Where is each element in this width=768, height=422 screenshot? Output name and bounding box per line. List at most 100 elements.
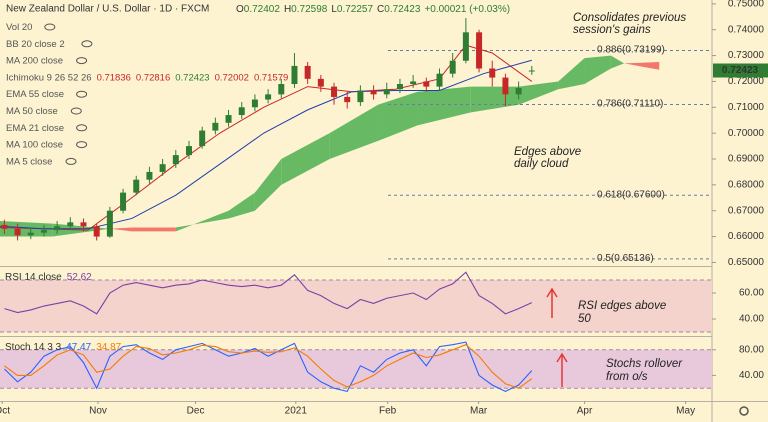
- candle-body: [185, 146, 192, 156]
- candle-body: [159, 164, 166, 172]
- indicator-name: EMA 55 close: [6, 89, 64, 100]
- x-tick-label: Apr: [577, 406, 593, 417]
- candle-body: [251, 99, 258, 108]
- candle-body: [67, 222, 74, 227]
- annotation: Stochs rollover: [606, 358, 683, 370]
- ohlc-letter: C: [377, 4, 384, 15]
- cloud-segment: [281, 133, 330, 185]
- indicator-line: [0, 44, 533, 231]
- y-tick-label: 0.73000: [728, 50, 765, 61]
- panel-name: Stoch 14 3 3: [5, 342, 62, 353]
- settings-icon[interactable]: [739, 406, 749, 416]
- cloud-segment: [584, 55, 611, 85]
- candle-body: [528, 70, 535, 72]
- annotation: daily cloud: [514, 158, 569, 170]
- ohlc-letter: H: [284, 4, 291, 15]
- y-tick-label: 0.74000: [728, 24, 765, 35]
- candle-body: [133, 179, 140, 193]
- candle-body: [396, 84, 403, 90]
- indicator-value: 0.72423: [175, 72, 209, 83]
- annotation: Consolidates previous: [573, 12, 686, 24]
- arrow: [546, 287, 558, 318]
- visibility-icon: [76, 124, 88, 132]
- candle-body: [40, 230, 47, 233]
- visibility-icon: [65, 157, 77, 165]
- x-tick-label: 2021: [285, 406, 308, 417]
- candle-body: [199, 130, 206, 147]
- candle-body: [106, 210, 113, 237]
- y-tick-label: 0.72000: [728, 76, 765, 87]
- indicator-value: 0.71579: [254, 72, 288, 83]
- cloud-segment: [329, 104, 378, 159]
- band: [0, 349, 712, 389]
- cloud-segment: [109, 227, 132, 232]
- candle-body: [212, 122, 219, 131]
- fib-label: 0.618(0.67600): [597, 189, 665, 200]
- panel-value: 52.62: [67, 272, 92, 283]
- candle-body: [423, 81, 430, 87]
- y-tick-label: 0.65000: [728, 257, 765, 268]
- indicator-label: Ichimoku 9 26 52 26 0.71836 0.72816 0.72423…: [6, 72, 288, 83]
- cloud-segment: [228, 192, 255, 219]
- ohlc-value: 0.72402: [244, 4, 281, 15]
- candle-body: [1, 224, 8, 229]
- candle-body: [344, 96, 351, 103]
- candle-body: [238, 107, 245, 116]
- panel-name: RSI 14 close: [5, 272, 62, 283]
- indicator-value: 0.72816: [136, 72, 170, 83]
- indicator-value: 0.71836: [97, 72, 131, 83]
- indicator-label: Vol 20: [6, 22, 32, 33]
- x-tick-label: Feb: [379, 406, 397, 417]
- candle-body: [93, 226, 100, 237]
- indicator-label: MA 50 close: [6, 106, 58, 117]
- cloud-segment: [558, 58, 585, 90]
- candle-body: [278, 84, 285, 95]
- candle-body: [14, 228, 21, 236]
- cloud-segment: [518, 81, 559, 105]
- candle-body: [291, 65, 298, 85]
- y-tick-label: 80.00: [739, 344, 764, 355]
- ohlc-value: 0.72598: [291, 4, 328, 15]
- panel-title: Stoch 14 3 3 47.47 34.87: [5, 342, 122, 353]
- cloud-segment: [131, 227, 176, 232]
- candle-body: [27, 232, 34, 236]
- oscillator-line: [4, 344, 533, 389]
- candle-body: [502, 77, 509, 95]
- annotation: RSI edges above: [578, 300, 666, 312]
- y-tick-label: 0.66000: [728, 231, 765, 242]
- indicator-name: MA 50 close: [6, 106, 58, 117]
- y-tick-label: 0.75000: [728, 0, 765, 10]
- candle-body: [383, 89, 390, 95]
- candle-body: [120, 192, 127, 211]
- x-tick-label: Mar: [470, 406, 488, 417]
- candle-body: [304, 65, 311, 79]
- ohlc-change: +0.00021 (+0.03%): [424, 4, 510, 15]
- indicator-name: EMA 21 close: [6, 122, 64, 133]
- oscillator-line: [4, 341, 533, 393]
- ohlc-letter: O: [236, 4, 244, 15]
- indicator-label: MA 5 close: [6, 156, 52, 167]
- x-tick-label: Oct: [0, 406, 10, 417]
- y-tick-label: 60.00: [739, 288, 764, 299]
- y-tick-label: 0.67000: [728, 205, 765, 216]
- candle-body: [436, 73, 443, 87]
- indicator-label: BB 20 close 2: [6, 38, 65, 49]
- candle-body: [80, 222, 87, 227]
- cloud-segment: [254, 159, 282, 211]
- ohlc-letter: L: [331, 4, 337, 15]
- candle-body: [54, 226, 61, 231]
- visibility-icon: [76, 90, 88, 98]
- annotation: from o/s: [606, 371, 648, 383]
- candle-body: [172, 155, 179, 165]
- indicator-name: MA 100 close: [6, 139, 63, 150]
- panel-value: 34.87: [96, 342, 121, 353]
- annotation: session's gains: [573, 24, 651, 36]
- candle-body: [357, 90, 364, 103]
- candle-body: [462, 32, 469, 61]
- indicator-name: MA 5 close: [6, 156, 52, 167]
- fib-label: 0.5(0.65136): [597, 253, 654, 264]
- candle-body: [317, 78, 324, 87]
- panel-value: 47.47: [66, 342, 91, 353]
